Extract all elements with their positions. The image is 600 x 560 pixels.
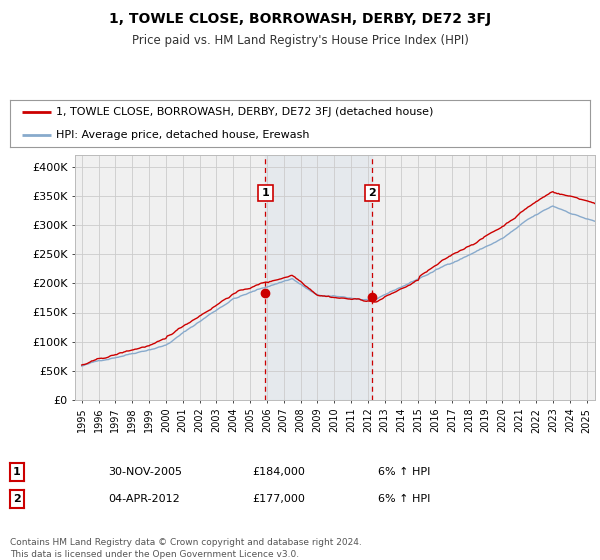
Bar (265, 155, 372, 400)
Text: 6% ↑ HPI: 6% ↑ HPI (378, 467, 430, 477)
Text: 2: 2 (368, 188, 376, 198)
Text: Contains HM Land Registry data © Crown copyright and database right 2024.: Contains HM Land Registry data © Crown c… (10, 538, 362, 547)
Text: 1, TOWLE CLOSE, BORROWASH, DERBY, DE72 3FJ (detached house): 1, TOWLE CLOSE, BORROWASH, DERBY, DE72 3… (56, 107, 434, 116)
Text: 1: 1 (13, 467, 21, 477)
Text: 1, TOWLE CLOSE, BORROWASH, DERBY, DE72 3FJ: 1, TOWLE CLOSE, BORROWASH, DERBY, DE72 3… (109, 12, 491, 26)
Text: Price paid vs. HM Land Registry's House Price Index (HPI): Price paid vs. HM Land Registry's House … (131, 34, 469, 47)
Text: 1: 1 (262, 188, 269, 198)
Text: £177,000: £177,000 (252, 494, 305, 504)
Text: 04-APR-2012: 04-APR-2012 (108, 494, 180, 504)
Text: £184,000: £184,000 (252, 467, 305, 477)
Text: 30-NOV-2005: 30-NOV-2005 (108, 467, 182, 477)
Text: HPI: Average price, detached house, Erewash: HPI: Average price, detached house, Erew… (56, 130, 310, 140)
Text: This data is licensed under the Open Government Licence v3.0.: This data is licensed under the Open Gov… (10, 550, 299, 559)
Text: 6% ↑ HPI: 6% ↑ HPI (378, 494, 430, 504)
Text: 2: 2 (13, 494, 21, 504)
